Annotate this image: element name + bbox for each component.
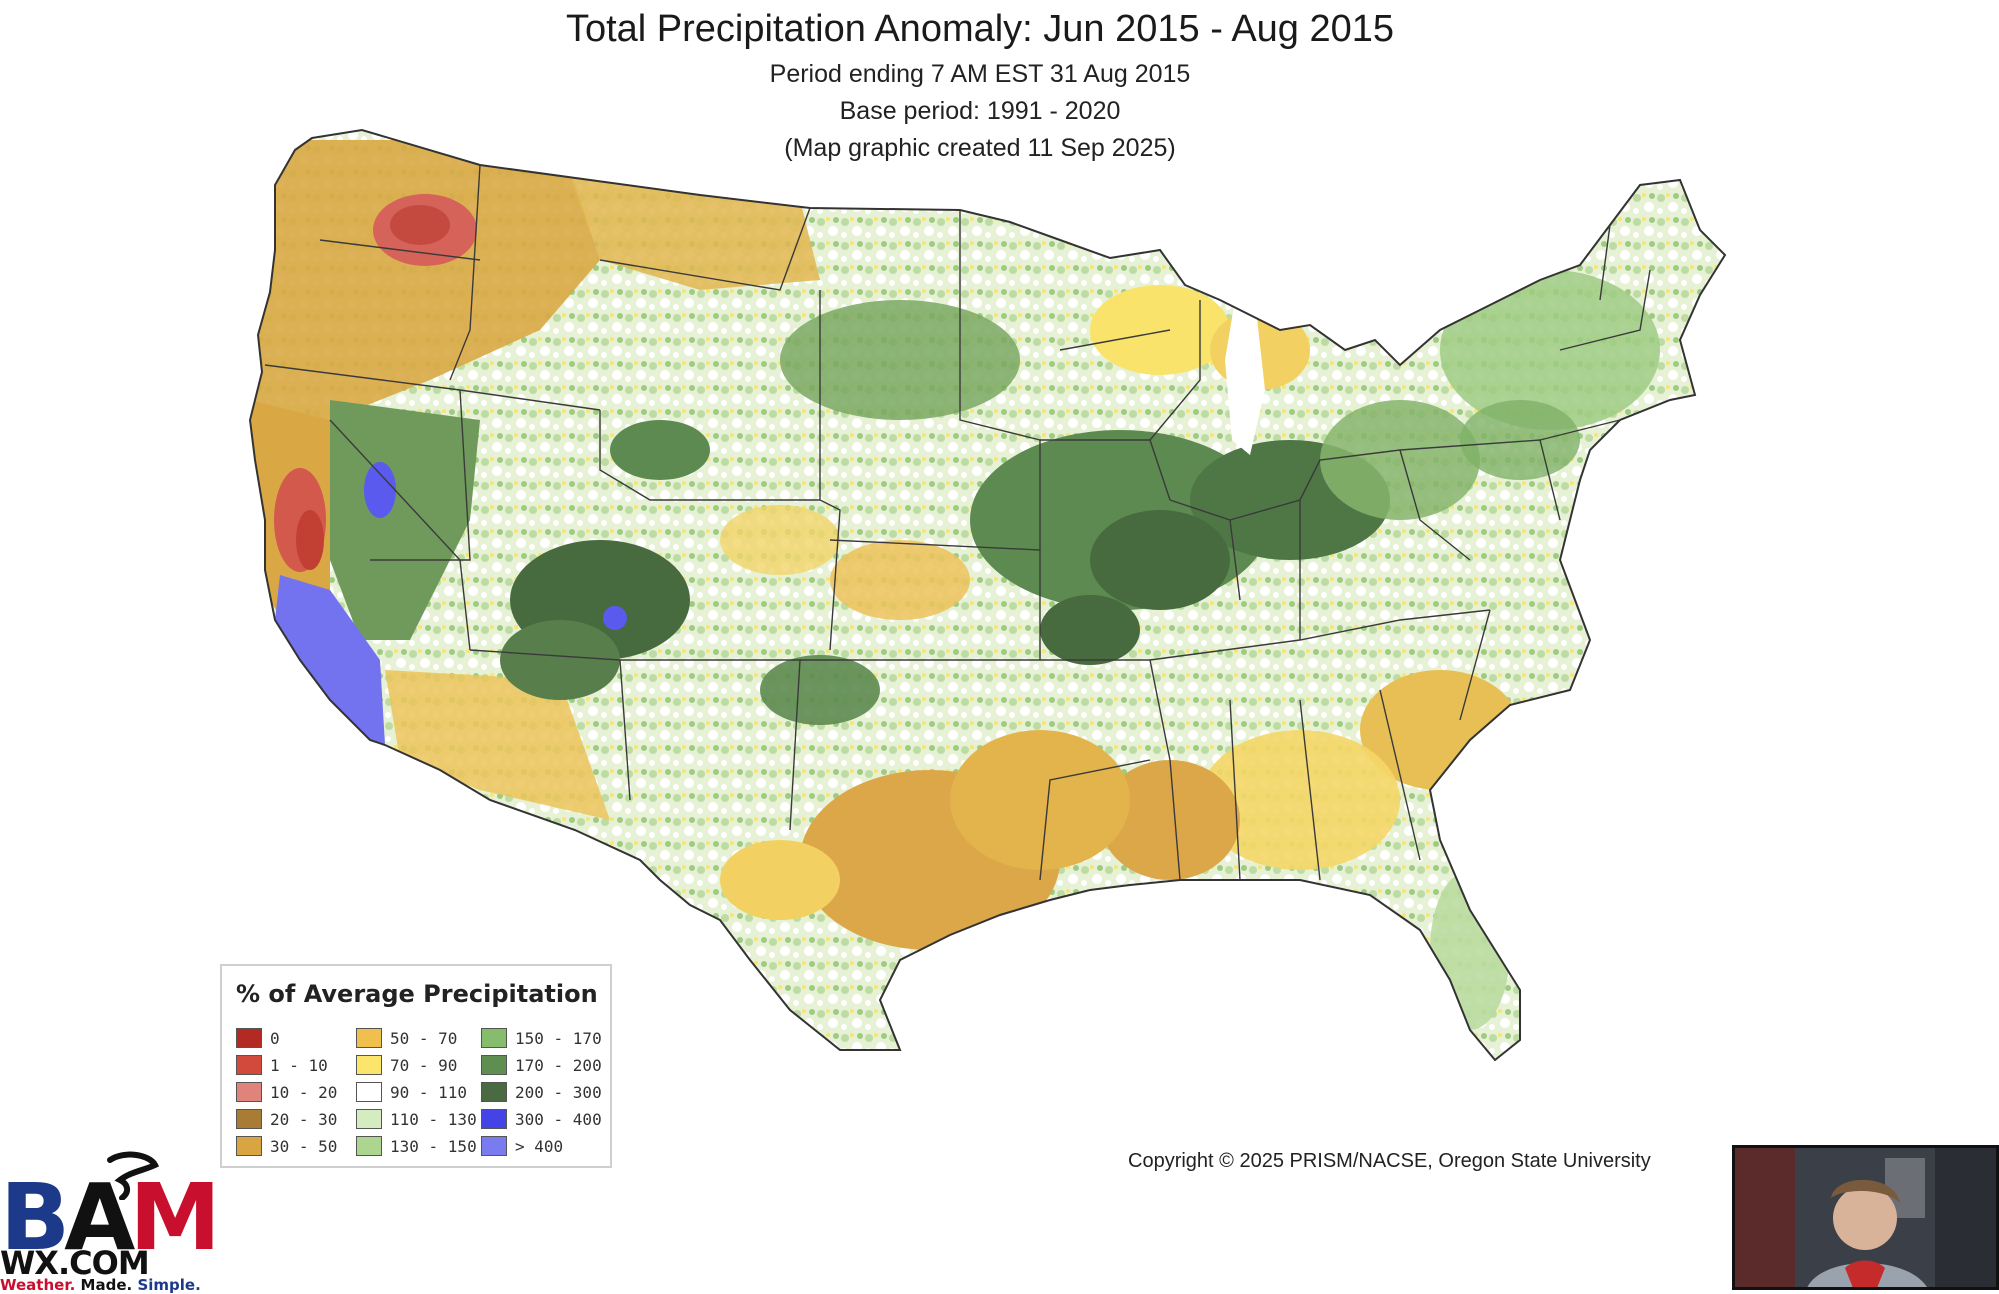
legend-swatch bbox=[356, 1028, 382, 1048]
legend-swatch bbox=[236, 1082, 262, 1102]
legend-swatch bbox=[356, 1055, 382, 1075]
legend-label: 300 - 400 bbox=[515, 1110, 602, 1129]
logo-letter-a: A bbox=[64, 1164, 135, 1271]
map-title: Total Precipitation Anomaly: Jun 2015 - … bbox=[565, 8, 1395, 50]
legend-label: 30 - 50 bbox=[270, 1137, 338, 1156]
legend-swatch bbox=[481, 1055, 507, 1075]
tornado-icon bbox=[107, 1151, 160, 1200]
legend-label: 130 - 150 bbox=[390, 1137, 477, 1156]
map-subtitle-base: Base period: 1991 - 2020 bbox=[839, 97, 1121, 125]
logo-domain: WX.COM bbox=[0, 1244, 150, 1282]
map-subtitle-created: (Map graphic created 11 Sep 2025) bbox=[784, 134, 1176, 162]
legend-swatch bbox=[481, 1082, 507, 1102]
legend-swatch bbox=[236, 1136, 262, 1156]
legend-swatch bbox=[356, 1136, 382, 1156]
map-subtitle-period: Period ending 7 AM EST 31 Aug 2015 bbox=[769, 60, 1191, 88]
presenter-webcam bbox=[1732, 1145, 1999, 1290]
legend-label: 1 - 10 bbox=[270, 1056, 328, 1075]
tagline-simple: Simple. bbox=[137, 1276, 201, 1294]
legend-label: 50 - 70 bbox=[390, 1029, 458, 1048]
legend-label: 10 - 20 bbox=[270, 1083, 338, 1102]
bamwx-logo: BAM WX.COM Weather. Made. Simple. bbox=[0, 1150, 230, 1294]
legend-swatch bbox=[481, 1028, 507, 1048]
legend-label: 170 - 200 bbox=[515, 1056, 602, 1075]
presenter-video-icon bbox=[1735, 1148, 1996, 1287]
logo-letter-m: M bbox=[129, 1164, 221, 1271]
legend-label: 150 - 170 bbox=[515, 1029, 602, 1048]
legend-title: % of Average Precipitation bbox=[236, 980, 598, 1008]
legend-label: 70 - 90 bbox=[390, 1056, 458, 1075]
legend-swatch bbox=[481, 1136, 507, 1156]
legend-label: 200 - 300 bbox=[515, 1083, 602, 1102]
legend-swatch bbox=[236, 1028, 262, 1048]
legend-swatch bbox=[236, 1055, 262, 1075]
legend-swatch bbox=[236, 1109, 262, 1129]
legend-label: 0 bbox=[270, 1029, 280, 1048]
tagline-made: Made. bbox=[80, 1276, 133, 1294]
copyright-notice: Copyright © 2025 PRISM/NACSE, Oregon Sta… bbox=[1128, 1150, 1651, 1172]
logo-tagline: Weather. Made. Simple. bbox=[0, 1276, 201, 1294]
anomaly-fill bbox=[250, 130, 1725, 1060]
legend-label: 110 - 130 bbox=[390, 1110, 477, 1129]
legend-label: 90 - 110 bbox=[390, 1083, 468, 1102]
logo-letters: BAM bbox=[0, 1172, 221, 1264]
legend-swatch bbox=[356, 1109, 382, 1129]
tagline-weather: Weather. bbox=[0, 1276, 76, 1294]
legend-label: > 400 bbox=[515, 1137, 564, 1156]
logo-letter-b: B bbox=[0, 1164, 70, 1271]
legend-swatch bbox=[356, 1082, 382, 1102]
state-boundaries bbox=[264, 164, 1651, 881]
legend-label: 20 - 30 bbox=[270, 1110, 338, 1129]
legend-swatch bbox=[481, 1109, 507, 1129]
legend: % of Average Precipitation 0 1 - 10 10 -… bbox=[220, 964, 612, 1168]
